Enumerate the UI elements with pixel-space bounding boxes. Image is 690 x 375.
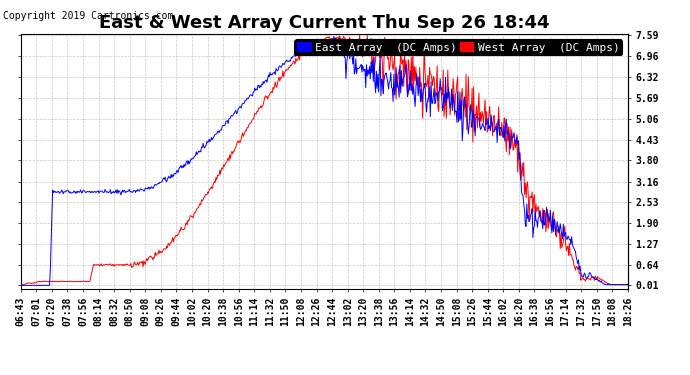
Legend: East Array  (DC Amps), West Array  (DC Amps): East Array (DC Amps), West Array (DC Amp… (295, 39, 622, 55)
Text: Copyright 2019 Cartronics.com: Copyright 2019 Cartronics.com (3, 11, 174, 21)
Title: East & West Array Current Thu Sep 26 18:44: East & West Array Current Thu Sep 26 18:… (99, 14, 549, 32)
